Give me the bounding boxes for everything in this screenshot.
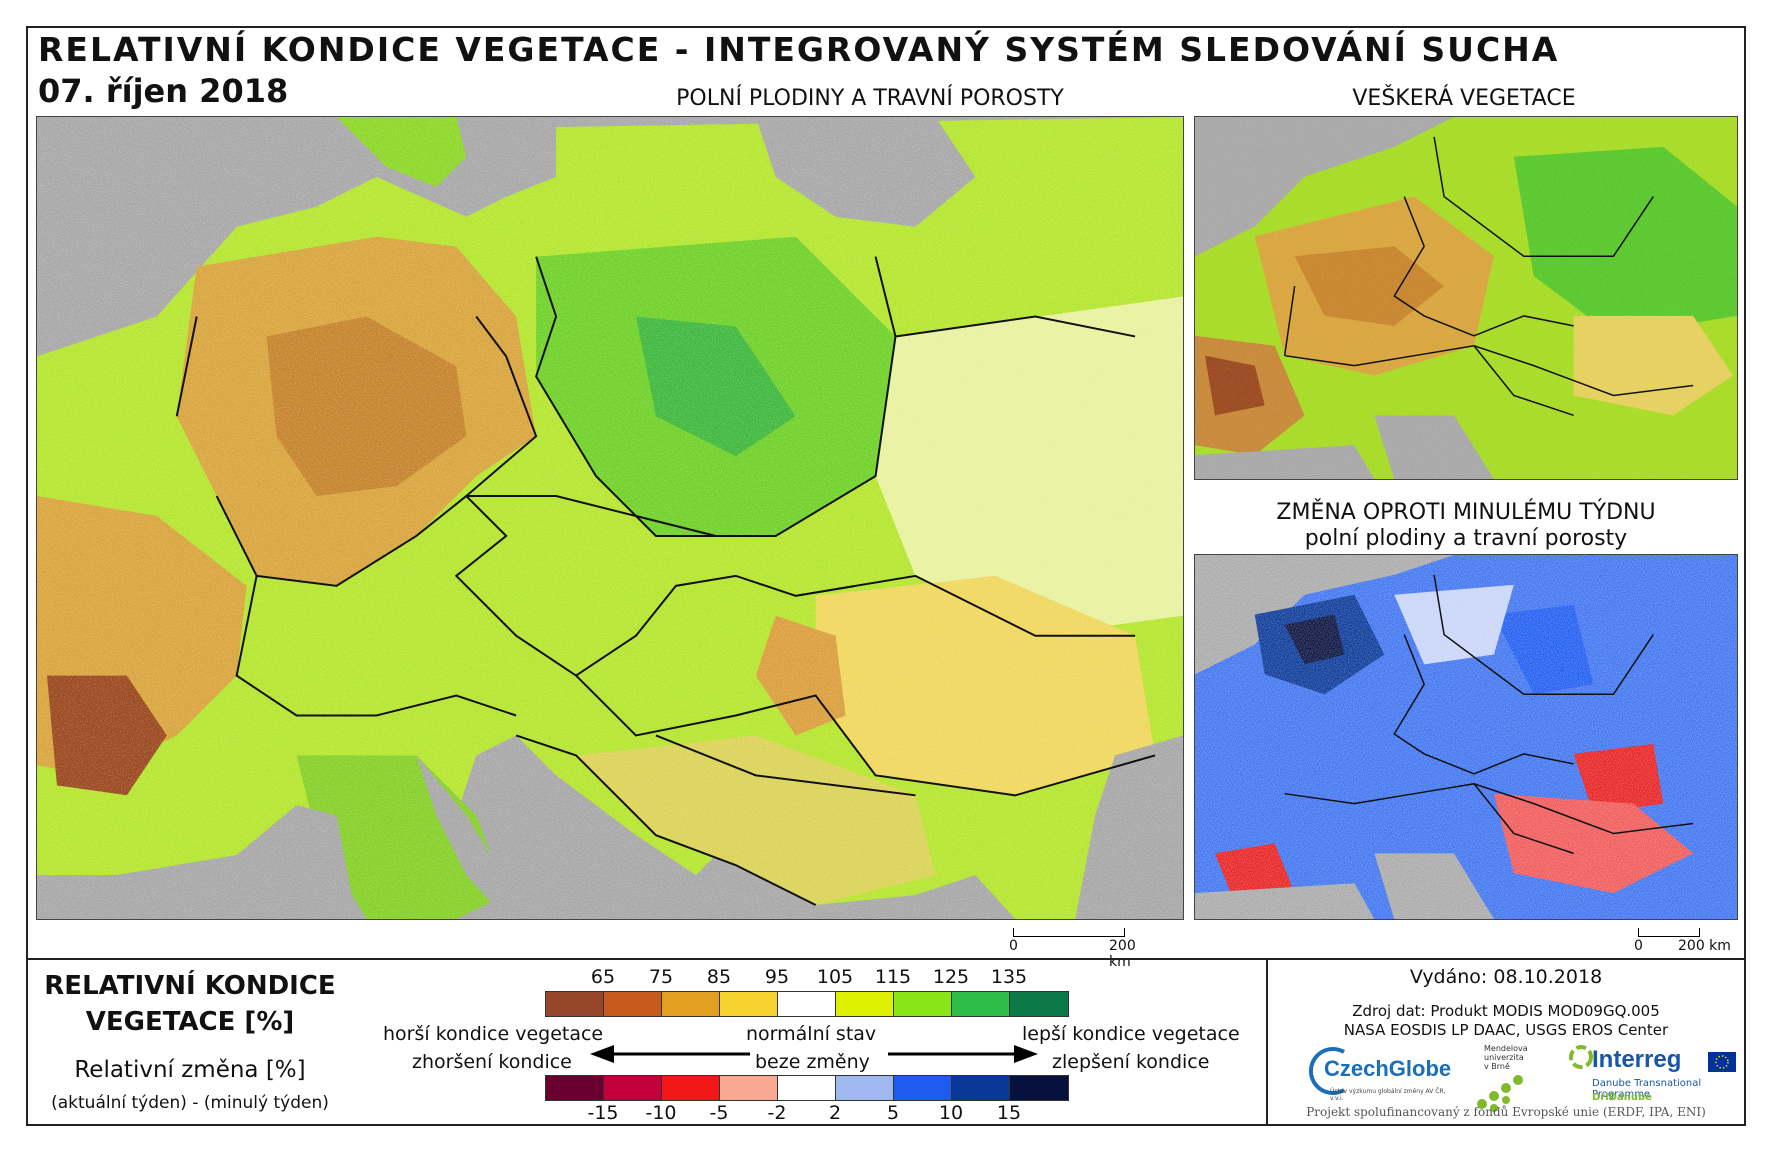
all-vegetation-map[interactable] [1194, 116, 1738, 480]
right-arrow-icon [888, 1045, 1038, 1063]
change-scalebar: 0 200 km [1634, 928, 1738, 958]
data-source: Zdroj dat: Produkt MODIS MOD09GQ.005 NAS… [1343, 1002, 1669, 1039]
change-map-label: ZMĚNA OPROTI MINULÉMU TÝDNU polní plodin… [1194, 500, 1738, 552]
condition-colorbar [545, 991, 1069, 1017]
change-swatch [662, 1076, 720, 1100]
main-map[interactable] [36, 116, 1184, 920]
page-title: RELATIVNÍ KONDICE VEGETACE - INTEGROVANÝ… [38, 30, 1560, 69]
condition-tick-label: 65 [590, 966, 616, 988]
interreg-logo: Interreg Danube Transnational Programme … [1568, 1040, 1738, 1110]
change-colorbar [545, 1075, 1069, 1101]
change-swatch [1010, 1076, 1068, 1100]
better-condition-label: lepší kondice vegetace [1022, 1023, 1240, 1045]
change-swatch [952, 1076, 1010, 1100]
condition-tick-label: 125 [932, 966, 970, 988]
worse-condition-label: horší kondice vegetace [383, 1023, 604, 1045]
condition-swatch [836, 992, 894, 1016]
condition-tick-label: 115 [874, 966, 912, 988]
normal-state-label: normální stav [746, 1023, 877, 1045]
change-swatch [836, 1076, 894, 1100]
legend-title: RELATIVNÍ KONDICE VEGETACE [%] [44, 971, 336, 1037]
change-swatch [778, 1076, 836, 1100]
mendel-university-logo: Mendelova univerzita v Brně [1474, 1044, 1554, 1112]
mendel-dots-icon [1477, 1075, 1523, 1112]
main-map-label: POLNÍ PLODINY A TRAVNÍ POROSTY [676, 86, 1064, 111]
czechglobe-arc-icon [1308, 1047, 1346, 1095]
condition-swatch [952, 992, 1010, 1016]
left-arrow-icon [590, 1045, 750, 1063]
condition-tick-label: 105 [816, 966, 854, 988]
czechglobe-logo: CzechGlobe Ústav výzkumu globální změny … [1308, 1042, 1458, 1104]
condition-swatch [604, 992, 662, 1016]
change-tick-label: 2 [828, 1102, 842, 1124]
main-scalebar: 0 200 km [1009, 928, 1153, 970]
change-tick-label: -10 [645, 1102, 677, 1124]
condition-swatch [894, 992, 952, 1016]
better-change-label: zlepšení kondice [1052, 1051, 1210, 1073]
worse-change-label: zhoršení kondice [412, 1051, 572, 1073]
change-swatch [894, 1076, 952, 1100]
interreg-swirl-icon [1569, 1045, 1593, 1069]
change-tick-label: -5 [709, 1102, 729, 1124]
condition-tick-label: 85 [706, 966, 732, 988]
condition-swatch [720, 992, 778, 1016]
legend-divider [26, 958, 1746, 960]
change-tick-label: 15 [996, 1102, 1022, 1124]
change-swatch [720, 1076, 778, 1100]
condition-swatch [1010, 992, 1068, 1016]
weekly-change-map[interactable] [1194, 554, 1738, 920]
change-swatch [546, 1076, 604, 1100]
condition-swatch [662, 992, 720, 1016]
change-swatch [604, 1076, 662, 1100]
all-veg-map-label: VEŠKERÁ VEGETACE [1352, 86, 1576, 111]
condition-swatch [778, 992, 836, 1016]
issued-date: Vydáno: 08.10.2018 [1409, 966, 1603, 988]
change-tick-label: -2 [767, 1102, 787, 1124]
change-map-subtitle: polní plodiny a travní porosty [1304, 526, 1628, 551]
page-frame [26, 26, 1746, 1126]
change-tick-label: -15 [587, 1102, 619, 1124]
legend-change-subtitle: (aktuální týden) - (minulý týden) [51, 1093, 329, 1113]
eu-flag-icon [1708, 1052, 1736, 1072]
funding-note: Projekt spolufinancovaný z fondů Evropsk… [1306, 1105, 1706, 1119]
change-tick-label: 5 [886, 1102, 900, 1124]
legend-change-title: Relativní změna [%] [74, 1057, 306, 1083]
report-date: 07. říjen 2018 [38, 72, 289, 110]
condition-tick-label: 75 [648, 966, 674, 988]
info-divider [1266, 960, 1268, 1126]
condition-tick-label: 95 [764, 966, 790, 988]
change-map-title: ZMĚNA OPROTI MINULÉMU TÝDNU [1276, 500, 1656, 525]
change-tick-label: 10 [938, 1102, 964, 1124]
condition-tick-label: 135 [990, 966, 1028, 988]
condition-swatch [546, 992, 604, 1016]
no-change-label: beze změny [755, 1051, 870, 1073]
